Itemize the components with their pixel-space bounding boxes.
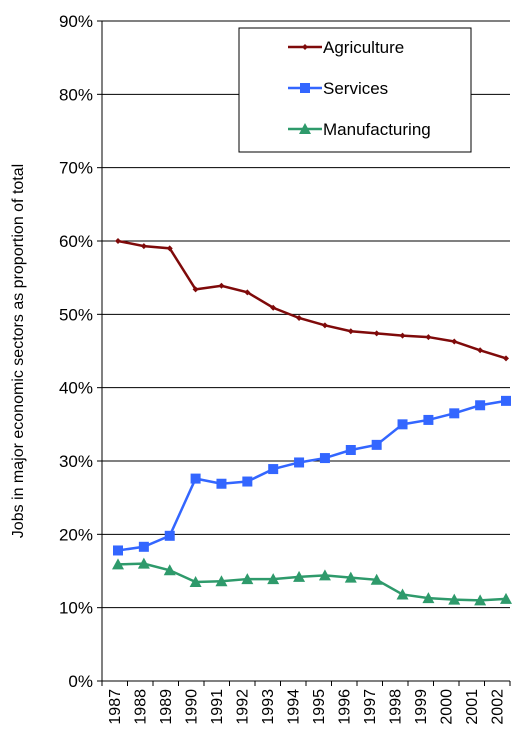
agriculture-point — [399, 332, 406, 339]
legend-label-manufacturing: Manufacturing — [323, 120, 431, 139]
x-tick-label: 1990 — [183, 689, 200, 725]
services-point — [294, 457, 305, 468]
services-point — [319, 453, 330, 464]
legend-marker-manufacturing — [299, 123, 311, 134]
agriculture-point — [218, 282, 225, 289]
agriculture-point — [166, 245, 173, 252]
agriculture-point — [373, 330, 380, 337]
agriculture-point — [425, 334, 432, 341]
x-tick-label: 1989 — [158, 689, 175, 725]
x-tick-label: 2001 — [464, 689, 481, 725]
legend-marker-services — [300, 83, 310, 93]
manufacturing-point — [344, 571, 357, 583]
x-tick-label: 1991 — [209, 689, 226, 725]
y-tick-label: 20% — [59, 525, 93, 544]
series-services — [113, 395, 511, 556]
x-tick-label: 2002 — [489, 689, 506, 725]
services-point — [216, 478, 227, 489]
services-point — [190, 473, 201, 484]
agriculture-point — [477, 347, 484, 354]
agriculture-point — [244, 289, 251, 296]
services-point — [371, 439, 382, 450]
manufacturing-point — [189, 576, 202, 587]
x-tick-label: 1996 — [336, 689, 353, 725]
manufacturing-point — [318, 569, 331, 581]
services-point — [475, 400, 486, 411]
x-tick-label: 2000 — [438, 689, 455, 725]
x-tick-label: 1998 — [387, 689, 404, 725]
y-tick-label: 80% — [59, 85, 93, 104]
manufacturing-point — [163, 564, 176, 576]
legend-marker-agriculture — [302, 44, 308, 50]
manufacturing-point — [293, 570, 306, 582]
y-tick-label: 50% — [59, 305, 93, 324]
x-tick-label: 1994 — [285, 689, 302, 725]
services-point — [397, 419, 408, 430]
manufacturing-line — [117, 562, 507, 602]
agriculture-point — [140, 243, 147, 250]
agriculture-point — [321, 322, 328, 329]
services-point — [242, 476, 253, 487]
agriculture-point — [503, 355, 509, 362]
services-line — [117, 399, 507, 552]
series-manufacturing — [112, 557, 512, 606]
x-tick-label: 1988 — [132, 689, 149, 725]
y-tick-label: 90% — [59, 12, 93, 31]
manufacturing-point — [370, 573, 383, 585]
x-tick-label: 1993 — [260, 689, 277, 725]
services-point — [138, 541, 149, 552]
agriculture-line — [117, 239, 507, 360]
x-axis-ticks: 1987 1988 1989 1990 1991 1992 1993 1994 1995 1996… — [101, 681, 511, 725]
manufacturing-point — [137, 557, 150, 569]
agriculture-point — [270, 304, 277, 311]
manufacturing-point — [112, 558, 124, 570]
manufacturing-point — [422, 592, 435, 604]
agriculture-point — [192, 286, 199, 293]
manufacturing-point — [500, 592, 512, 604]
manufacturing-point — [241, 573, 254, 585]
agriculture-point — [296, 315, 303, 321]
services-point — [268, 464, 279, 475]
y-tick-label: 70% — [59, 159, 93, 178]
services-point — [449, 408, 460, 419]
services-point — [345, 445, 356, 455]
x-tick-label: 1987 — [107, 689, 124, 725]
services-point — [164, 530, 175, 541]
series-layer — [112, 238, 512, 606]
x-tick-label: 1995 — [311, 689, 328, 725]
y-axis-ticks: 0% 10% 20% 30% 40% 50% 60% 70% 80% 90% — [59, 12, 102, 691]
y-tick-label: 30% — [59, 452, 93, 471]
legend-label-agriculture: Agriculture — [323, 38, 404, 57]
x-tick-label: 1997 — [362, 689, 379, 725]
manufacturing-point — [396, 588, 409, 600]
services-point — [501, 395, 511, 406]
manufacturing-point — [448, 593, 461, 605]
legend-label-services: Services — [323, 79, 388, 98]
x-tick-label: 1992 — [234, 689, 251, 725]
services-point — [423, 414, 434, 425]
y-tick-label: 40% — [59, 379, 93, 398]
manufacturing-point — [474, 594, 487, 606]
legend-box — [238, 27, 472, 153]
x-tick-label: 1999 — [413, 689, 430, 725]
agriculture-point — [115, 238, 121, 244]
agriculture-point — [347, 328, 354, 335]
agriculture-point — [451, 338, 458, 345]
manufacturing-point — [267, 573, 280, 585]
y-tick-label: 10% — [59, 599, 93, 618]
series-agriculture — [115, 238, 509, 362]
y-tick-label: 60% — [59, 232, 93, 251]
legend: Agriculture Services Manufacturing — [238, 27, 472, 153]
manufacturing-point — [215, 575, 228, 587]
y-axis-label: Jobs in major economic sectors as propor… — [10, 164, 27, 538]
services-point — [113, 545, 123, 556]
y-tick-label: 0% — [68, 672, 93, 691]
